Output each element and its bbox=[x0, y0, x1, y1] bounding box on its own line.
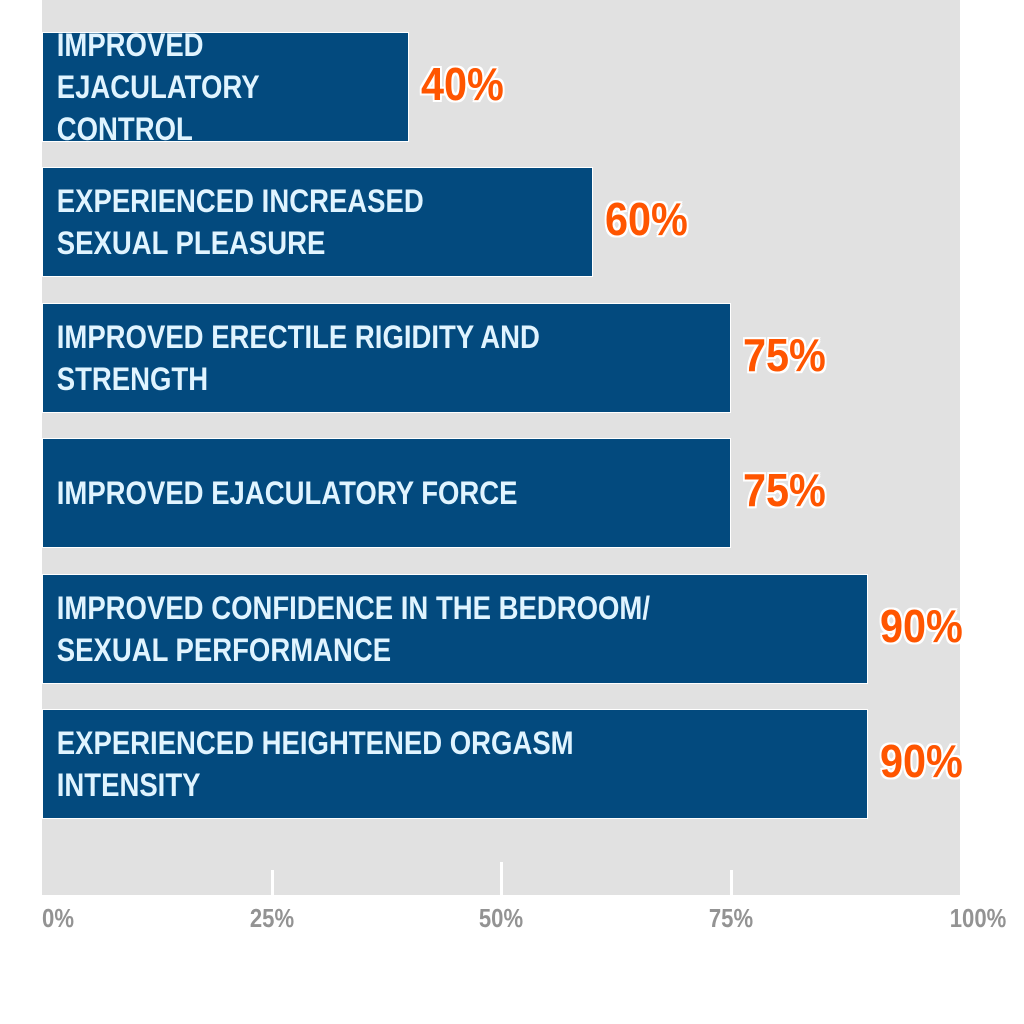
bar-category-label: IMPROVED CONFIDENCE IN THE BEDROOM/ SEXU… bbox=[56, 589, 650, 668]
bar: IMPROVED EJACULATORY FORCE bbox=[42, 438, 731, 549]
bar-value-label: 90% bbox=[880, 599, 964, 652]
x-tick-label: 25% bbox=[249, 903, 294, 933]
x-tick-label: 0% bbox=[42, 903, 74, 933]
x-tick-label: 75% bbox=[708, 903, 753, 933]
bar-value-label: 60% bbox=[604, 193, 688, 246]
x-tick bbox=[270, 870, 274, 895]
bar-category-label: EXPERIENCED INCREASED SEXUAL PLEASURE bbox=[56, 183, 424, 262]
bar: EXPERIENCED INCREASED SEXUAL PLEASURE bbox=[42, 167, 593, 278]
bar-value-label: 40% bbox=[421, 58, 505, 110]
bar: IMPROVED ERECTILE RIGIDITY AND STRENGTH bbox=[42, 302, 731, 413]
bar-value-label: 90% bbox=[880, 735, 964, 787]
bar: EXPERIENCED HEIGHTENED ORGASM INTENSITY bbox=[42, 709, 869, 819]
x-tick-label: 50% bbox=[478, 903, 524, 933]
bar-category-label: IMPROVED EJACULATORY FORCE bbox=[56, 475, 518, 512]
bar-value-label: 75% bbox=[742, 328, 826, 381]
bar-category-label: IMPROVED ERECTILE RIGIDITY AND STRENGTH bbox=[56, 318, 540, 397]
bar-category-label: IMPROVED EJACULATORY CONTROL bbox=[56, 27, 260, 147]
x-tick bbox=[500, 862, 503, 895]
bar-category-label: EXPERIENCED HEIGHTENED ORGASM INTENSITY bbox=[56, 725, 574, 803]
bar-value-label: 75% bbox=[742, 464, 826, 517]
x-tick bbox=[729, 870, 733, 895]
bar: IMPROVED EJACULATORY CONTROL bbox=[42, 27, 410, 147]
bar: IMPROVED CONFIDENCE IN THE BEDROOM/ SEXU… bbox=[42, 573, 869, 684]
x-tick-label: 100% bbox=[949, 903, 1007, 933]
